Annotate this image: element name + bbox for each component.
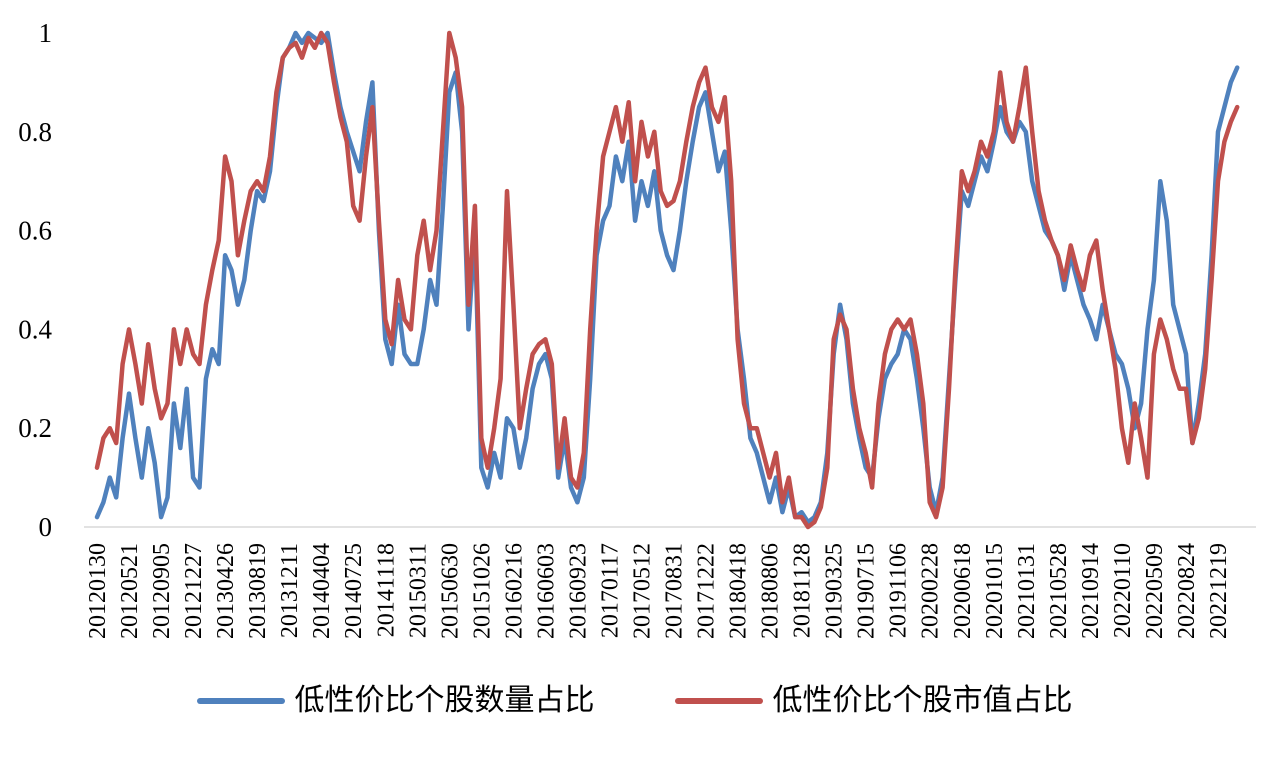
series-line-1: [94, 30, 1240, 530]
legend-label-marketcap-share: 低性价比个股市值占比: [772, 684, 1073, 717]
x-tick-label: 20130426: [213, 543, 239, 639]
x-tick-label: 20160603: [533, 543, 559, 639]
x-tick-label: 20120905: [149, 543, 175, 639]
y-tick-label: 0.6: [18, 216, 52, 246]
x-tick-label: 20170831: [662, 543, 688, 639]
x-tick-label: 20140725: [341, 543, 367, 639]
x-tick-label: 20131211: [277, 543, 303, 638]
legend-swatch-red: [674, 698, 763, 704]
x-tick-label: 20220110: [1110, 543, 1136, 638]
x-tick-label: 20151026: [469, 543, 495, 639]
legend-swatch-blue: [196, 698, 285, 704]
x-tick-label: 20150311: [405, 543, 431, 638]
x-tick-label: 20220824: [1174, 543, 1200, 639]
x-tick-label: 20141118: [373, 543, 399, 637]
legend-label-count-share: 低性价比个股数量占比: [294, 684, 595, 717]
legend-item-marketcap-share: 低性价比个股市值占比: [674, 684, 1073, 717]
x-tick-label: 20191106: [886, 543, 912, 638]
x-tick-label: 20210914: [1078, 543, 1104, 639]
x-tick-label: 20181128: [790, 543, 816, 638]
x-tick-label: 20140404: [309, 543, 335, 639]
x-tick-label: 20221219: [1206, 543, 1232, 639]
x-tick-label: 20200228: [918, 543, 944, 639]
x-tick-label: 20170512: [629, 543, 655, 639]
y-tick-label: 0.8: [18, 117, 52, 147]
legend-item-count-share: 低性价比个股数量占比: [196, 684, 595, 717]
x-tick-label: 20190325: [822, 543, 848, 639]
y-tick-label: 1: [39, 18, 53, 48]
x-tick-label: 20180806: [758, 543, 784, 639]
x-tick-label: 20200618: [950, 543, 976, 639]
x-tick-label: 20170117: [597, 543, 623, 638]
x-tick-label: 20121227: [181, 543, 207, 639]
x-tick-label: 20160923: [565, 543, 591, 639]
x-tick-label: 20130819: [245, 543, 271, 639]
x-tick-label: 20210131: [1014, 543, 1040, 639]
x-tick-label: 20201015: [982, 543, 1008, 639]
x-tick-label: 20120130: [85, 543, 111, 639]
x-tick-label: 20210528: [1046, 543, 1072, 639]
y-tick-label: 0.2: [18, 413, 52, 443]
x-tick-label: 20180418: [726, 543, 752, 639]
x-tick-label: 20150630: [437, 543, 463, 639]
x-tick-label: 20160216: [501, 543, 527, 639]
y-tick-label: 0: [39, 512, 53, 542]
y-tick-label: 0.4: [18, 314, 52, 344]
x-tick-label: 20190715: [854, 543, 880, 639]
x-tick-label: 20171222: [694, 543, 720, 639]
x-tick-label: 20120521: [117, 543, 143, 639]
chart-legend: 低性价比个股数量占比 低性价比个股市值占比: [0, 686, 1269, 716]
x-tick-label: 20220509: [1142, 543, 1168, 639]
